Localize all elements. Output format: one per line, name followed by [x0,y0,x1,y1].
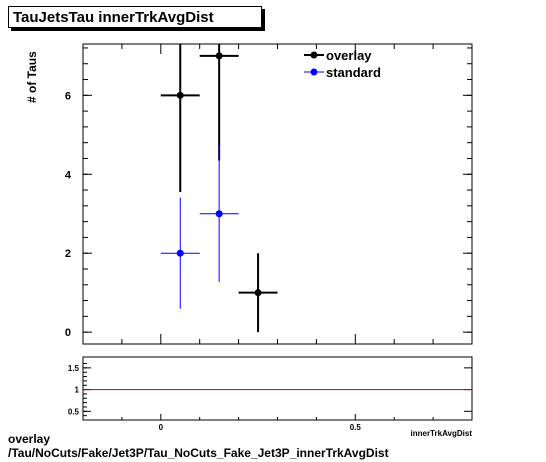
overlay-data-point [254,289,262,297]
ratio-y-tick-label: 1.5 [68,364,80,373]
ratio-y-tick-label: 0.5 [68,407,80,416]
legend-marker-overlay [310,51,318,59]
x-axis-label: innerTrkAvgDist [411,429,473,438]
main-plot-marks [160,44,278,333]
y-tick-label: 4 [65,169,72,181]
y-axis-label: # of Taus [25,51,39,103]
y-tick-label: 6 [65,90,71,102]
ratio-plot-border [82,356,473,421]
ratio-y-tick-label: 1 [75,386,80,395]
overlay-data-point [215,52,223,60]
ratio-plot-axes: 0.5 1 1.5 0 0.5 [68,363,473,432]
main-plot-axes: 0 2 4 6 [65,44,473,344]
footer-line-1: overlay [8,432,51,446]
ratio-plot-frame [82,356,473,421]
ratio-x-tick-label: 0.5 [350,423,362,432]
main-plot-border [82,43,473,345]
ratio-x-tick-label: 0 [159,423,164,432]
chart-title: TauJetsTau innerTrkAvgDist [8,6,262,28]
standard-data-point [176,249,184,257]
legend: overlay standard [304,48,381,80]
y-tick-label: 0 [65,327,71,339]
main-plot-frame [82,43,473,345]
y-tick-label: 2 [65,248,71,260]
overlay-data-point [176,91,184,99]
legend-label-overlay: overlay [326,48,372,63]
legend-label-standard: standard [326,65,381,80]
legend-marker-standard [310,68,318,76]
footer-line-2: /Tau/NoCuts/Fake/Jet3P/Tau_NoCuts_Fake_J… [8,446,389,460]
standard-data-point [215,210,223,218]
